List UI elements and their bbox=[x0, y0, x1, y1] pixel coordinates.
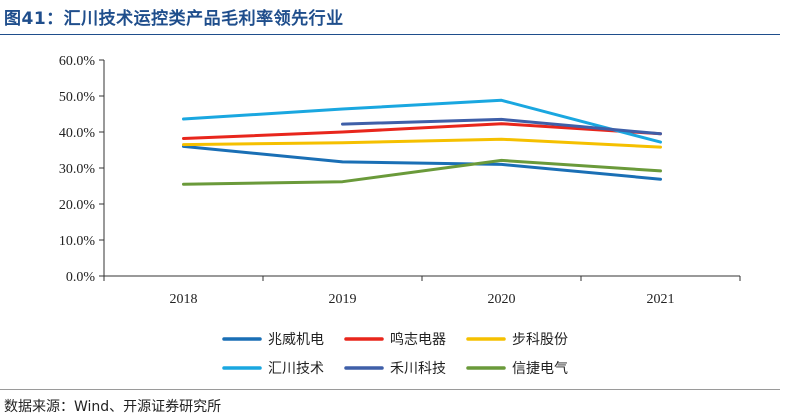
source-note: 数据来源：Wind、开源证券研究所 bbox=[4, 399, 222, 415]
x-tick-label: 2020 bbox=[488, 292, 516, 307]
series-line-3 bbox=[182, 137, 662, 149]
series-line-4 bbox=[182, 98, 662, 144]
y-tick-label: 10.0% bbox=[59, 234, 96, 249]
y-tick-label: 60.0% bbox=[59, 54, 96, 69]
legend-label: 步科股份 bbox=[512, 332, 568, 348]
chart-title: 图41：汇川技术运控类产品毛利率领先行业 bbox=[4, 9, 344, 29]
series-line-1 bbox=[182, 144, 662, 181]
footer-divider bbox=[0, 389, 780, 390]
series-line-5 bbox=[341, 117, 662, 136]
title-divider bbox=[0, 34, 780, 35]
series-line-6 bbox=[182, 158, 662, 186]
legend-label: 信捷电气 bbox=[512, 361, 568, 377]
legend-label: 鸣志电器 bbox=[390, 331, 446, 348]
y-tick-label: 20.0% bbox=[59, 198, 96, 213]
x-tick-label: 2018 bbox=[170, 292, 198, 307]
x-tick-label: 2019 bbox=[329, 292, 357, 307]
legend-label: 汇川技术 bbox=[268, 361, 324, 377]
chart-axes: 0.0% 10.0% 20.0% 30.0% 40.0% 50.0% 60.0% 2018 20… bbox=[59, 54, 741, 307]
legend-label: 兆威机电 bbox=[268, 332, 324, 348]
series-line-2 bbox=[182, 122, 662, 140]
y-tick-label: 50.0% bbox=[59, 90, 96, 105]
x-tick-label: 2021 bbox=[647, 292, 675, 307]
y-tick-label: 40.0% bbox=[59, 126, 96, 141]
chart-series bbox=[182, 98, 662, 186]
legend-label: 禾川科技 bbox=[390, 361, 446, 377]
y-tick-label: 0.0% bbox=[66, 270, 96, 285]
y-tick-label: 30.0% bbox=[59, 162, 96, 177]
